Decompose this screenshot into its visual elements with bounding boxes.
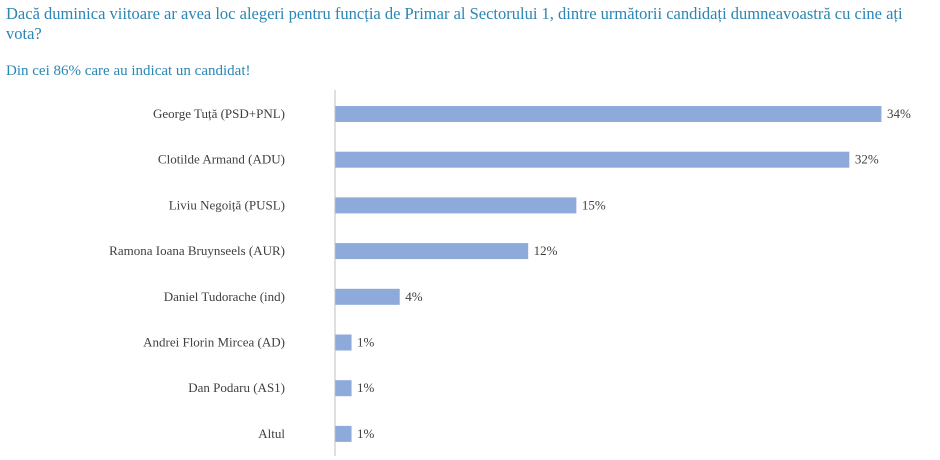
data-label: 32% <box>855 152 879 167</box>
data-label: 1% <box>357 335 375 350</box>
data-label: 12% <box>534 243 558 258</box>
category-label: Ramona Ioana Bruynseels (AUR) <box>109 243 285 258</box>
bar <box>335 151 850 168</box>
data-label: 34% <box>887 106 911 121</box>
bar <box>335 243 529 260</box>
category-label: Andrei Florin Mircea (AD) <box>143 335 285 350</box>
chart-title: Dacă duminica viitoare ar avea loc alege… <box>6 4 903 43</box>
category-label: Dan Podaru (AS1) <box>188 380 285 395</box>
data-label: 1% <box>357 380 375 395</box>
category-label: George Tuță (PSD+PNL) <box>153 106 285 121</box>
data-label: 4% <box>405 289 423 304</box>
bar <box>335 380 352 397</box>
bar <box>335 334 352 351</box>
category-label: Liviu Negoiță (PUSL) <box>169 197 285 212</box>
category-label: Clotilde Armand (ADU) <box>158 152 285 167</box>
category-label: Daniel Tudorache (ind) <box>164 289 285 304</box>
bar <box>335 425 352 442</box>
bar <box>335 288 400 305</box>
data-label: 15% <box>582 197 606 212</box>
chart-subtitle: Din cei 86% care au indicat un candidat! <box>6 63 251 79</box>
data-label: 1% <box>357 426 375 441</box>
category-label: Altul <box>258 426 285 441</box>
bar <box>335 106 882 122</box>
bar <box>335 197 577 214</box>
